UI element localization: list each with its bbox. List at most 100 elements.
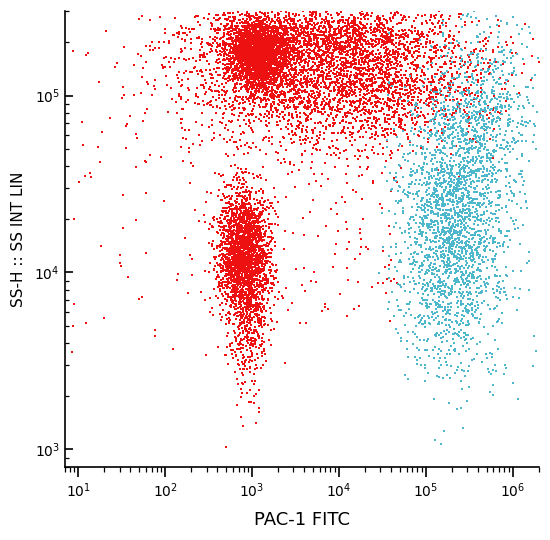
Point: [292, 10, 301, 19]
Point: [415, 35, 424, 44]
Point: [206, 40, 214, 49]
Point: [219, 72, 228, 80]
Point: [319, 31, 328, 40]
Point: [373, 21, 382, 29]
Point: [230, 88, 239, 97]
Point: [229, 222, 238, 231]
Point: [233, 55, 241, 63]
Point: [281, 59, 290, 68]
Point: [357, 110, 366, 119]
Point: [292, 24, 300, 32]
Point: [459, 276, 468, 285]
Point: [238, 218, 246, 226]
Point: [349, 23, 358, 31]
Point: [247, 31, 256, 40]
Point: [317, 31, 326, 39]
Point: [233, 272, 241, 281]
Point: [217, 241, 226, 249]
Point: [397, 228, 406, 237]
Point: [244, 280, 252, 289]
Point: [377, 204, 386, 213]
Point: [456, 404, 465, 413]
Point: [510, 66, 519, 75]
Point: [431, 200, 440, 209]
Point: [244, 353, 252, 362]
Point: [205, 60, 213, 69]
Point: [327, 51, 336, 60]
Point: [242, 327, 251, 335]
Point: [185, 28, 194, 36]
Point: [475, 119, 483, 127]
Point: [251, 335, 260, 344]
Point: [393, 99, 402, 108]
Point: [384, 52, 393, 61]
Point: [330, 59, 339, 68]
Point: [319, 59, 328, 68]
Point: [233, 79, 242, 87]
Point: [333, 68, 342, 76]
Point: [431, 114, 440, 123]
Point: [256, 213, 265, 222]
Point: [248, 277, 256, 286]
Point: [278, 24, 287, 32]
Point: [255, 277, 264, 286]
Point: [432, 372, 441, 380]
Point: [507, 46, 516, 55]
Point: [443, 162, 452, 171]
Point: [244, 339, 253, 347]
Point: [311, 124, 320, 133]
Point: [382, 99, 391, 108]
Point: [441, 282, 449, 291]
Point: [262, 90, 271, 99]
Point: [235, 203, 244, 212]
Point: [231, 243, 240, 252]
Point: [260, 82, 269, 91]
Point: [500, 58, 509, 67]
Point: [227, 262, 235, 271]
Point: [301, 132, 310, 140]
Point: [272, 55, 281, 64]
Point: [265, 127, 273, 136]
Point: [255, 302, 263, 310]
Point: [305, 180, 314, 188]
Point: [245, 58, 254, 67]
Point: [254, 56, 262, 65]
Point: [274, 53, 283, 62]
Point: [235, 299, 244, 307]
Point: [267, 39, 276, 48]
Point: [451, 142, 460, 151]
Point: [442, 169, 451, 178]
Point: [359, 23, 367, 32]
Point: [290, 69, 299, 77]
Point: [277, 32, 285, 41]
Point: [430, 188, 438, 197]
Point: [420, 159, 428, 168]
Point: [241, 257, 250, 266]
Point: [246, 398, 255, 407]
Point: [493, 186, 502, 195]
Point: [233, 207, 241, 215]
Point: [263, 55, 272, 63]
Point: [188, 255, 197, 264]
Point: [342, 36, 350, 45]
Point: [322, 75, 331, 83]
Point: [515, 29, 524, 38]
Point: [277, 36, 286, 45]
Point: [407, 268, 416, 276]
Point: [233, 34, 242, 43]
Point: [251, 217, 260, 225]
Point: [425, 53, 434, 62]
Point: [256, 24, 265, 32]
Point: [262, 64, 271, 73]
Point: [256, 41, 265, 50]
Point: [265, 24, 274, 32]
Point: [349, 77, 358, 85]
Point: [252, 44, 261, 52]
Point: [242, 72, 251, 81]
Point: [425, 52, 433, 61]
Point: [458, 23, 467, 31]
Point: [329, 16, 338, 25]
Point: [423, 178, 432, 186]
Point: [258, 39, 267, 48]
Point: [417, 197, 426, 205]
